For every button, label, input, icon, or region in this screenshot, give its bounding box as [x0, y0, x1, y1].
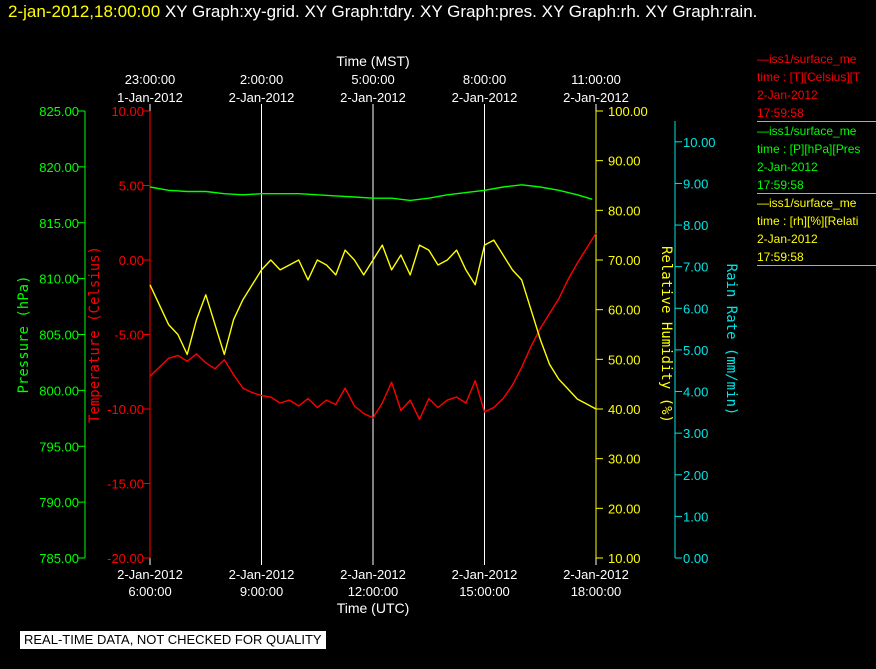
- rain-tick-label: 9.00: [683, 176, 708, 191]
- humidity-tick-label: 90.00: [608, 154, 641, 169]
- humidity-tick-label: 20.00: [608, 501, 641, 516]
- legend-entry-pressure: —iss1/surface_me time : [P][hPa][Pres 2-…: [757, 122, 876, 194]
- pressure-tick-label: 800.00: [39, 383, 79, 398]
- temperature-tick-label: 5.00: [119, 179, 144, 194]
- pressure-tick-label: 805.00: [39, 328, 79, 343]
- pressure-tick-label: 815.00: [39, 216, 79, 231]
- rain-tick-label: 7.00: [683, 260, 708, 275]
- pressure-axis-title: Pressure (hPa): [16, 275, 32, 393]
- rain-tick-label: 4.00: [683, 385, 708, 400]
- x-top-tick-label-date: 2-Jan-2012: [229, 90, 295, 105]
- temperature-tick-label: -5.00: [114, 328, 144, 343]
- x-top-tick-label-date: 2-Jan-2012: [452, 90, 518, 105]
- pressure-tick-label: 825.00: [39, 104, 79, 119]
- series-line-humidity: [149, 239, 597, 410]
- legend-date: 2-Jan-2012: [757, 88, 818, 102]
- pressure-tick-label: 810.00: [39, 272, 79, 287]
- humidity-axis-title: Relative Humidity (%): [658, 246, 674, 423]
- x-tick-label-time: 18:00:00: [571, 584, 622, 599]
- humidity-tick-label: 70.00: [608, 253, 641, 268]
- x-tick-label-time: 9:00:00: [240, 584, 283, 599]
- x-top-tick-label-time: 5:00:00: [351, 72, 394, 87]
- legend-date: 2-Jan-2012: [757, 232, 818, 246]
- x-axis-title: Time (UTC): [337, 600, 410, 616]
- x-top-tick-label-date: 2-Jan-2012: [340, 90, 406, 105]
- pressure-tick-label: 820.00: [39, 160, 79, 175]
- quality-notice: REAL-TIME DATA, NOT CHECKED FOR QUALITY: [20, 631, 326, 649]
- rain-tick-label: 3.00: [683, 426, 708, 441]
- temperature-tick-label: -20.00: [107, 551, 144, 566]
- rain-tick-label: 10.00: [683, 135, 716, 150]
- title-graph-list: XY Graph:xy-grid. XY Graph:tdry. XY Grap…: [164, 2, 758, 21]
- temperature-tick-label: -15.00: [107, 477, 144, 492]
- rain-tick-label: 2.00: [683, 468, 708, 483]
- x-tick-label-date: 2-Jan-2012: [452, 567, 518, 582]
- legend-series-name: —iss1/surface_me: [757, 52, 857, 66]
- x-top-tick-label-time: 2:00:00: [240, 72, 283, 87]
- rain-tick-label: 5.00: [683, 343, 708, 358]
- legend-series-name: —iss1/surface_me: [757, 196, 857, 210]
- x-tick-label-time: 12:00:00: [348, 584, 399, 599]
- humidity-tick-label: 10.00: [608, 551, 641, 566]
- humidity-tick-label: 40.00: [608, 402, 641, 417]
- x-tick-label-time: 6:00:00: [128, 584, 171, 599]
- rain-tick-label: 6.00: [683, 301, 708, 316]
- legend-series-name: —iss1/surface_me: [757, 124, 857, 138]
- rain-tick-label: 0.00: [683, 551, 708, 566]
- title-timestamp: 2-jan-2012,18:00:00: [8, 2, 161, 21]
- x-top-tick-label-time: 23:00:00: [125, 72, 176, 87]
- page-title: 2-jan-2012,18:00:00 XY Graph:xy-grid. XY…: [8, 2, 757, 22]
- legend-entry-temperature: —iss1/surface_me time : [T][Celsius][T 2…: [757, 50, 876, 122]
- x-top-tick-label-time: 11:00:00: [571, 72, 621, 87]
- temperature-axis-title: Temperature (Celsius): [87, 246, 103, 423]
- x-tick-label-date: 2-Jan-2012: [563, 567, 629, 582]
- x-top-tick-label-date: 2-Jan-2012: [563, 90, 629, 105]
- temperature-tick-label: 0.00: [119, 253, 144, 268]
- x-tick-label-date: 2-Jan-2012: [117, 567, 183, 582]
- humidity-tick-label: 60.00: [608, 303, 641, 318]
- legend-time: 17:59:58: [757, 106, 804, 120]
- humidity-tick-label: 100.00: [608, 104, 648, 119]
- rain-tick-label: 1.00: [683, 509, 708, 524]
- rain-axis-title: Rain Rate (mm/min): [723, 264, 739, 416]
- legend-time: 17:59:58: [757, 250, 804, 264]
- pressure-tick-label: 795.00: [39, 439, 79, 454]
- humidity-tick-label: 50.00: [608, 352, 641, 367]
- rain-tick-label: 8.00: [683, 218, 708, 233]
- x-tick-label-time: 15:00:00: [459, 584, 510, 599]
- legend-date: 2-Jan-2012: [757, 160, 818, 174]
- series-line-pressure: [149, 184, 593, 202]
- legend-time: 17:59:58: [757, 178, 804, 192]
- humidity-tick-label: 80.00: [608, 203, 641, 218]
- pressure-tick-label: 785.00: [39, 551, 79, 566]
- legend-variable: time : [rh][%][Relati: [757, 214, 859, 228]
- legend-entry-humidity: —iss1/surface_me time : [rh][%][Relati 2…: [757, 194, 876, 266]
- x-top-tick-label-time: 8:00:00: [463, 72, 506, 87]
- legend-variable: time : [T][Celsius][T: [757, 70, 861, 84]
- x-top-axis-title: Time (MST): [336, 53, 409, 69]
- x-tick-label-date: 2-Jan-2012: [340, 567, 406, 582]
- pressure-tick-label: 790.00: [39, 495, 79, 510]
- series-line-temperature: [149, 232, 597, 421]
- legend-variable: time : [P][hPa][Pres: [757, 142, 861, 156]
- humidity-tick-label: 30.00: [608, 452, 641, 467]
- x-top-tick-label-date: 1-Jan-2012: [117, 90, 183, 105]
- temperature-tick-label: -10.00: [107, 402, 144, 417]
- temperature-tick-label: 10.00: [111, 104, 144, 119]
- x-tick-label-date: 2-Jan-2012: [229, 567, 295, 582]
